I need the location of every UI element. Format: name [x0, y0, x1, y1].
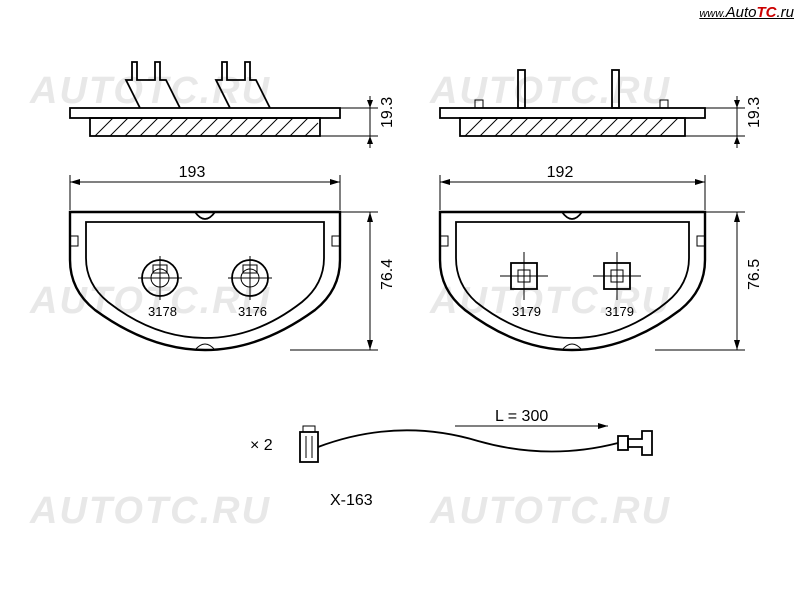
right-width-label: 192: [547, 164, 574, 181]
left-width-label: 193: [179, 164, 206, 181]
sensor-qty-label: × 2: [250, 437, 273, 454]
sensor-length-label: L = 300: [495, 408, 548, 425]
left-thickness-label: 19.3: [379, 97, 396, 128]
wear-sensor: × 2 L = 300 X-163: [250, 408, 652, 509]
sensor-model-label: X-163: [330, 492, 373, 509]
right-pad-top-view: 19.3: [440, 70, 763, 148]
left-hole2-label: 3176: [238, 304, 267, 319]
left-hole1-label: 3178: [148, 304, 177, 319]
right-height-label: 76.5: [746, 259, 763, 290]
left-pad-front-view: 193 3178 3176 76.4: [70, 164, 396, 350]
technical-drawing: 19.3 19.3: [0, 0, 800, 600]
left-pad-top-view: 19.3: [70, 62, 396, 148]
right-thickness-label: 19.3: [746, 97, 763, 128]
right-hole1-label: 3179: [512, 304, 541, 319]
right-pad-front-view: 192 3179 3179 76.5: [440, 164, 763, 350]
right-hole2-label: 3179: [605, 304, 634, 319]
left-height-label: 76.4: [379, 259, 396, 290]
